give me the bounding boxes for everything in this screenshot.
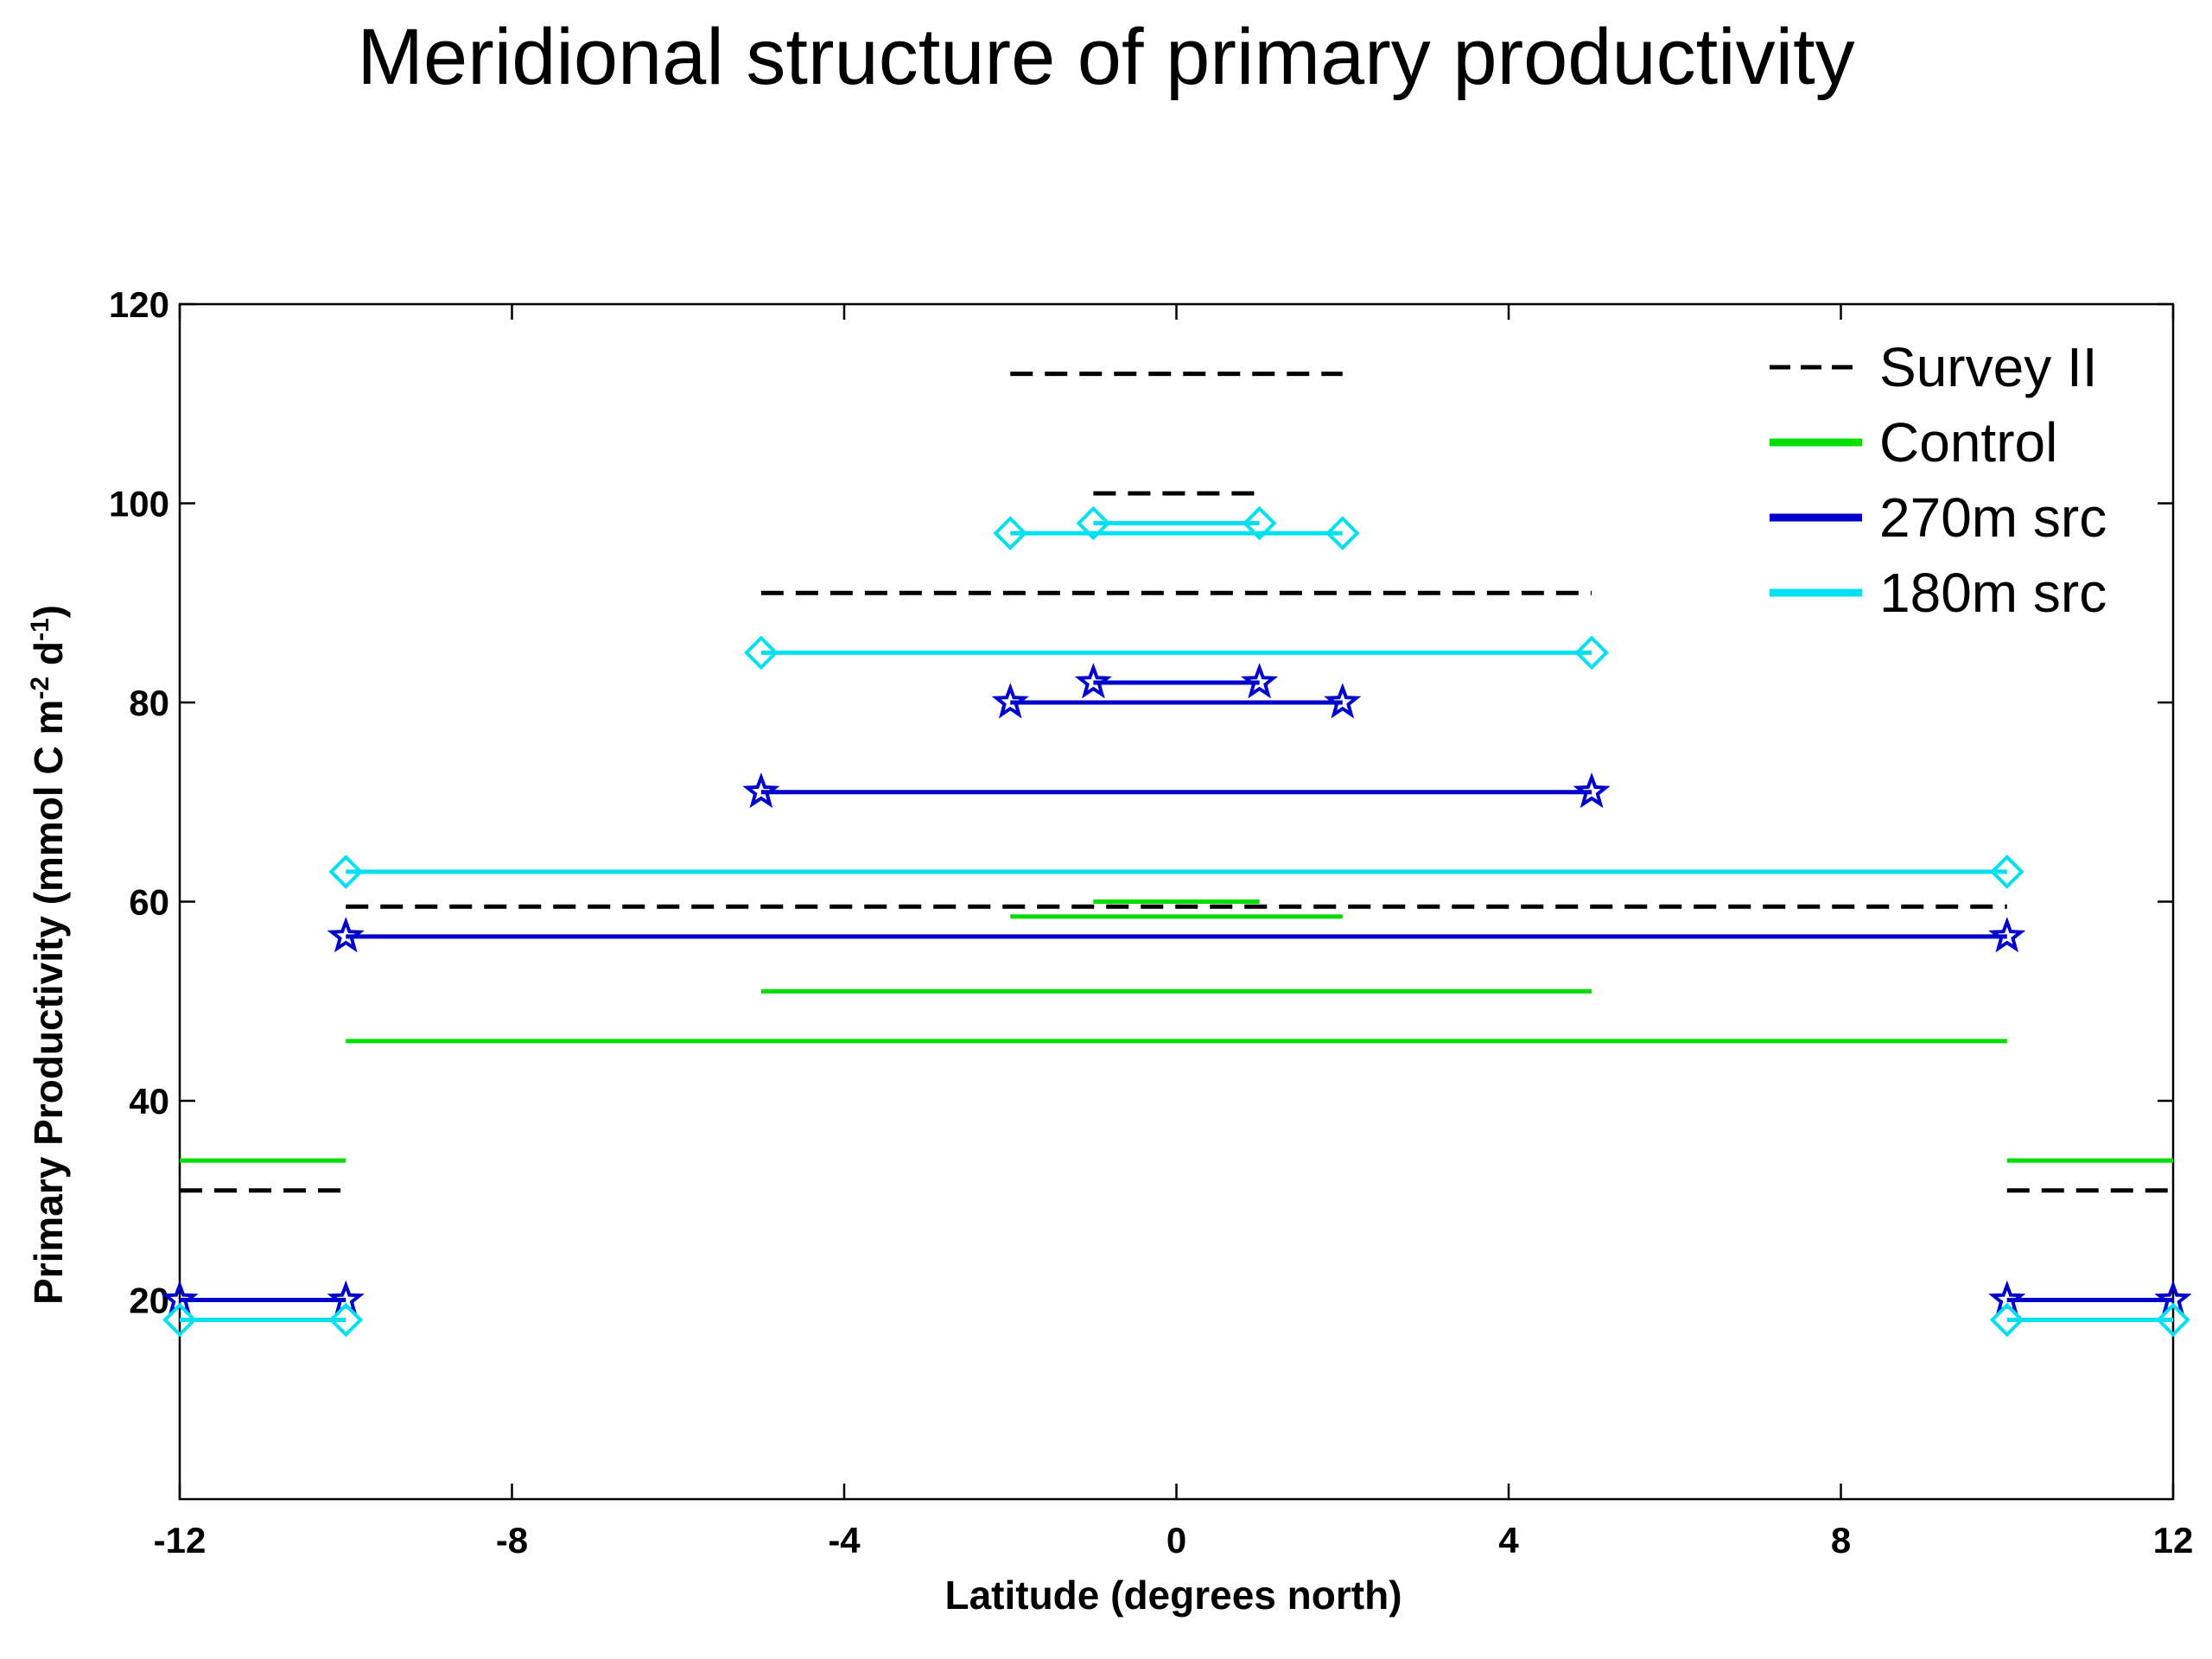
diamond-marker	[1574, 635, 1609, 671]
diamond-marker	[328, 1302, 364, 1338]
series-270m-src	[161, 663, 2192, 1316]
x-tick-label: -12	[154, 1520, 207, 1560]
y-axis-label-unit: d	[26, 641, 71, 677]
y-axis-label-exp2: -1	[26, 618, 54, 641]
y-tick-label: 40	[129, 1081, 169, 1122]
y-tick-label: 120	[109, 284, 169, 325]
axis-ticks: -12 -8 -4 0 4 8 12 20 40 60 80 100 120	[109, 284, 2193, 1560]
diamond-marker	[744, 635, 779, 671]
y-axis-label-exp1: -2	[26, 677, 54, 700]
diamond-marker	[1076, 505, 1111, 541]
star-marker	[742, 772, 780, 809]
diamond-marker	[328, 855, 364, 889]
star-marker	[1573, 772, 1611, 809]
series-control	[180, 899, 2173, 1163]
diamond-marker	[162, 1302, 197, 1338]
series-180m-src	[162, 505, 2190, 1338]
series-layer	[161, 372, 2192, 1338]
y-tick-label: 80	[129, 683, 169, 723]
x-tick-label: 12	[2153, 1520, 2194, 1560]
x-axis-label: Latitude (degrees north)	[944, 1573, 1402, 1618]
y-axis-label-main: Primary Productivity (mmol C m	[26, 700, 71, 1305]
star-marker	[1324, 683, 1362, 719]
x-tick-label: 4	[1498, 1520, 1519, 1560]
x-tick-label: 8	[1831, 1520, 1851, 1560]
y-tick-label: 20	[129, 1281, 169, 1321]
legend-label: 270m src	[1879, 486, 2107, 549]
diamond-marker	[1989, 1302, 2024, 1338]
y-tick-label: 100	[109, 484, 169, 524]
star-marker	[991, 683, 1029, 719]
series-survey-ii	[180, 372, 2173, 1193]
legend: Survey II Control 270m src 180m src	[1770, 336, 2107, 624]
y-tick-label: 60	[129, 882, 169, 923]
star-marker	[1241, 663, 1279, 699]
legend-label: 180m src	[1879, 562, 2107, 624]
x-tick-label: -4	[828, 1520, 861, 1560]
diamond-marker	[993, 516, 1028, 550]
star-marker	[327, 916, 365, 953]
chart-title: Meridional structure of primary producti…	[357, 13, 1855, 101]
legend-label: Control	[1879, 411, 2057, 474]
diamond-marker	[1242, 505, 1277, 541]
diamond-marker	[1325, 516, 1360, 550]
diamond-marker	[1989, 855, 2024, 889]
legend-label: Survey II	[1879, 336, 2098, 398]
star-marker	[1988, 916, 2026, 953]
y-axis-label-close: )	[26, 605, 71, 618]
x-tick-label: 0	[1166, 1520, 1186, 1560]
y-axis-label: Primary Productivity (mmol C m-2 d-1)	[26, 605, 72, 1305]
x-tick-label: -8	[496, 1520, 528, 1560]
diamond-marker	[2156, 1302, 2190, 1338]
star-marker	[1074, 663, 1112, 699]
